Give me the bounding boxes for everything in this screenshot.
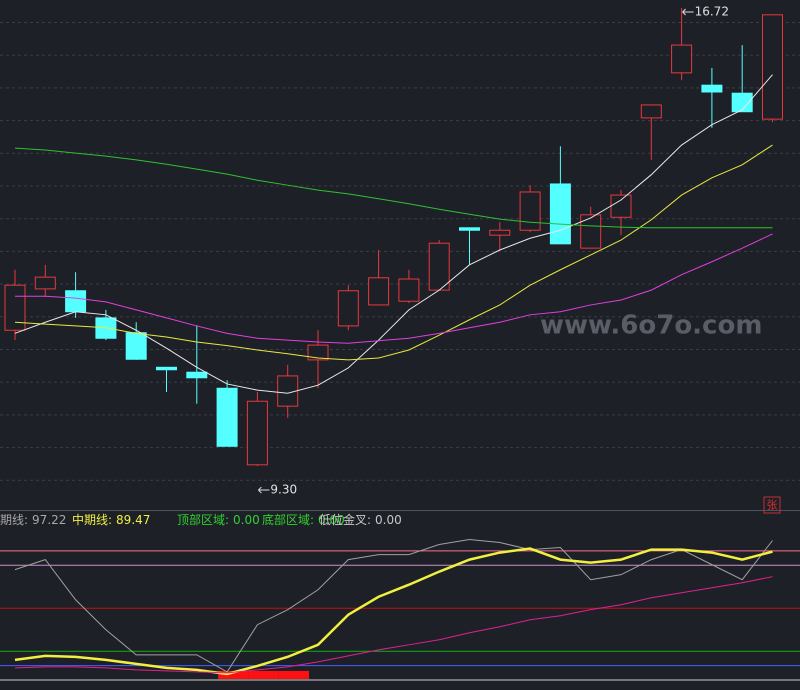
candle-body <box>4 284 26 331</box>
badge-box <box>763 496 781 514</box>
price-grid <box>0 0 800 500</box>
candle-body <box>610 194 632 218</box>
annotation-arrow <box>258 486 270 494</box>
watermark: www.6o7o.com <box>540 311 762 341</box>
candle-body <box>489 229 511 236</box>
candle-body <box>762 14 783 120</box>
signal-bar <box>218 670 249 679</box>
line <box>15 233 773 344</box>
line <box>14 147 773 229</box>
candle-body <box>549 183 571 245</box>
legend-item: 底部区域: 0.00 <box>262 512 345 527</box>
candle-body <box>519 191 541 231</box>
candle-body <box>156 366 177 371</box>
legend-name: 顶部区域: <box>177 512 229 527</box>
signal-bar <box>248 670 279 679</box>
candle-body <box>125 332 147 360</box>
candle-body <box>216 387 238 447</box>
annotation-arrow <box>682 8 694 16</box>
legend-item: 低位金叉: 0.00 <box>319 512 402 527</box>
line <box>14 576 773 674</box>
candle-body <box>246 400 268 466</box>
candle-body <box>731 92 753 113</box>
legend-name: 底部区域: <box>262 512 314 527</box>
candle-body <box>459 227 480 231</box>
line <box>14 539 773 673</box>
indicator-panel: 短期线:97.22中期线:89.47顶部区域:0.00底部区域:0.00低位金叉… <box>0 512 800 681</box>
legend-item: 顶部区域: 0.00 <box>177 512 260 527</box>
candle-body <box>368 277 390 306</box>
legend-value: 89.47 <box>116 513 150 527</box>
legend-name: 低位金叉: <box>319 512 371 527</box>
annotation-label: 16.72 <box>695 5 729 19</box>
candle-body <box>65 290 87 313</box>
candle-body <box>701 84 723 93</box>
legend-value: 97.22 <box>32 513 66 527</box>
price-panel: 16.72 9.30 <box>4 5 783 497</box>
legend-value: 0.00 <box>375 513 402 527</box>
line <box>14 547 773 676</box>
candle-body <box>186 371 208 379</box>
line <box>14 74 773 394</box>
legend-name: 短期线: <box>0 513 28 527</box>
candle-body <box>337 290 359 327</box>
candle-body <box>307 344 329 361</box>
candle-body <box>580 214 602 249</box>
candle-body <box>398 278 420 302</box>
legend-item: 中期线: 89.47 <box>72 512 150 527</box>
line <box>14 144 773 361</box>
legend-item: 短期线: 97.22 <box>0 513 66 527</box>
candle-body <box>34 276 56 290</box>
candle-body <box>640 104 662 119</box>
legend-value: 0.00 <box>233 513 260 527</box>
signal-bar <box>278 670 309 679</box>
legend-name: 中期线: <box>72 512 112 527</box>
annotation-label: 9.30 <box>270 483 297 497</box>
candle-body <box>671 44 693 74</box>
badge: 张 <box>767 499 778 512</box>
candle-body <box>428 242 450 291</box>
legend-value: 0.00 <box>318 513 345 527</box>
